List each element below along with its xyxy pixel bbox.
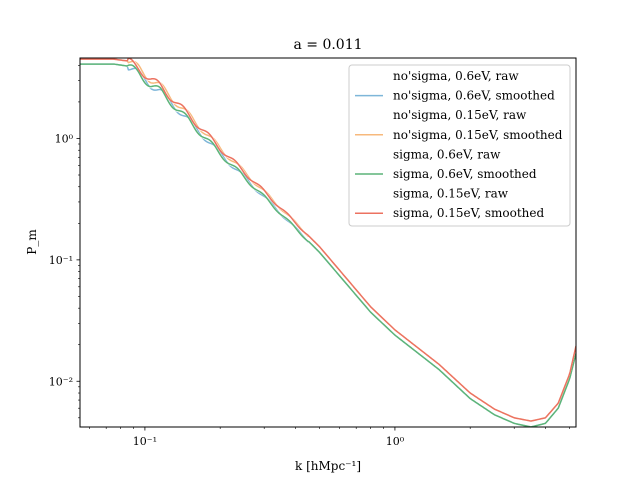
legend-entry-label: no'sigma, 0.15eV, raw: [393, 108, 527, 122]
x-axis-ticks: 10⁻¹ 10⁰: [89, 427, 570, 448]
legend-box: [348, 64, 571, 227]
y-tick-label: 10⁻¹: [49, 254, 73, 267]
legend-entry-label: sigma, 0.15eV, smoothed: [393, 206, 544, 220]
legend-entry-label: no'sigma, 0.6eV, smoothed: [393, 89, 555, 103]
legend: no'sigma, 0.6eV, raw no'sigma, 0.6eV, smo…: [348, 64, 571, 227]
y-tick-label: 10⁰: [55, 132, 74, 145]
y-axis-ticks: 10⁻² 10⁻¹ 10⁰: [49, 65, 80, 419]
plot-frame: [79, 57, 577, 428]
legend-entry-label: sigma, 0.6eV, raw: [393, 147, 501, 161]
legend-entry-label: no'sigma, 0.15eV, smoothed: [393, 128, 563, 142]
y-tick-label: 10⁻²: [49, 375, 73, 388]
legend-entry-label: sigma, 0.15eV, raw: [393, 187, 509, 201]
x-axis-label: k [hMpc⁻¹]: [295, 459, 361, 473]
x-tick-label: 10⁰: [386, 435, 405, 448]
x-tick-label: 10⁻¹: [133, 435, 157, 448]
legend-entry-label: sigma, 0.6eV, smoothed: [393, 167, 537, 181]
y-axis-label: P_m: [25, 229, 39, 255]
series-line-8: [80, 58, 576, 422]
legend-entry-label: no'sigma, 0.6eV, raw: [393, 69, 519, 83]
chart-title: a = 0.011: [293, 37, 362, 53]
series-lines: [80, 58, 576, 427]
series-line-6: [80, 63, 576, 427]
